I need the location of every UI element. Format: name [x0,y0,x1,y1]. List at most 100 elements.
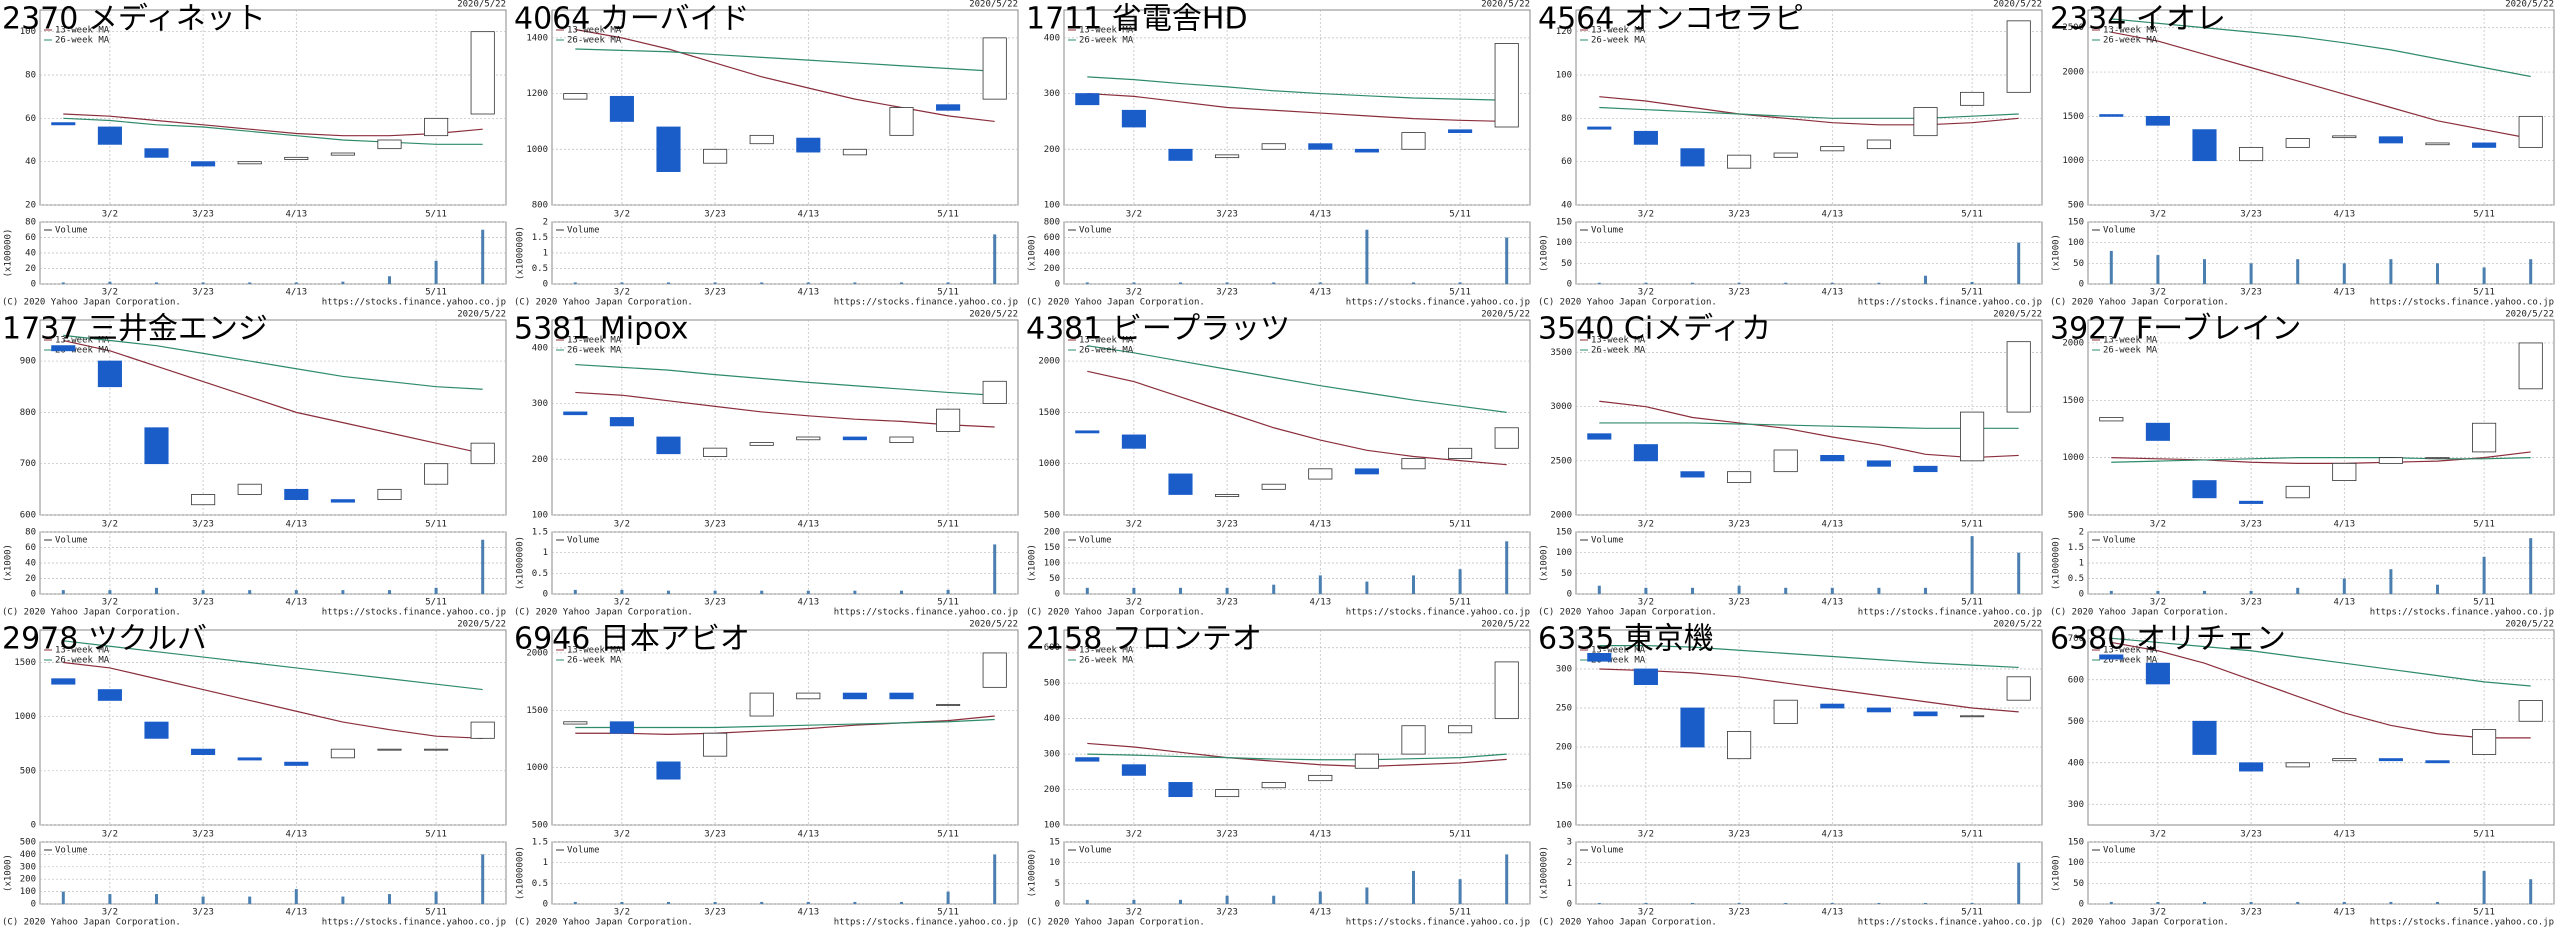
candle [284,488,309,501]
moving-average-line [1087,92,1507,123]
volume-bar [2529,879,2533,904]
volume-bar [1365,581,1369,594]
volume-bar [2482,556,2486,594]
volume-bar [1179,587,1182,594]
x-tick-label: 3/23 [1728,288,1750,298]
volume-bar [1644,587,1648,594]
moving-average-line [1599,645,2019,669]
volume-bar [667,901,670,904]
moving-average-line [575,718,995,729]
volume-bar [1505,854,1509,904]
volume-tick-label: 400 [1044,249,1060,259]
candle [191,748,216,755]
candle [2332,135,2357,139]
candle [1820,703,1845,709]
volume-bar [481,539,485,594]
volume-bar [434,891,438,904]
x-tick-label: 3/2 [1638,520,1654,530]
volume-bar [1318,575,1322,594]
volume-bar [2436,263,2439,284]
chart-title: 6335 東京機 [1538,622,1714,657]
moving-average-line [1087,753,1507,761]
chart-title: 3927 Fーブレイン [2050,312,2301,347]
volume-unit: (x1000) [2052,234,2062,272]
x-tick-label: 3/2 [2150,598,2166,608]
x-tick-label: 3/23 [704,908,726,918]
volume-bar [1970,902,1974,904]
y-tick-label: 40 [1561,201,1572,211]
x-tick-label: 3/2 [614,830,630,840]
candle [2192,720,2217,755]
volume-tick-label: 0 [1567,280,1572,290]
x-tick-label: 5/11 [425,210,447,220]
candle [1960,715,1985,718]
chart-title: 4064 カーバイド [514,2,750,37]
x-tick-label: 4/13 [1309,288,1331,298]
volume-bar [1132,587,1136,594]
volume-tick-label: 50 [1561,569,1572,579]
volume-tick-label: 150 [2068,838,2084,848]
candle [2099,114,2124,117]
volume-tick-label: 3 [1567,838,1572,848]
candle [2239,500,2264,504]
volume-bar [1877,587,1881,594]
volume-bar [1179,899,1182,904]
volume-bar [667,590,670,594]
legend-label: 13-week MA [1079,336,1134,346]
volume-bar [2296,259,2300,284]
source-url: https://stocks.finance.yahoo.co.jp [834,608,1018,618]
candle [2145,422,2170,441]
chart-title: 1737 三井金エンジ [2,312,268,347]
candle [982,37,1007,100]
volume-tick-label: 60 [25,233,36,243]
candle [1913,465,1938,473]
candle [191,494,216,506]
volume-bar [201,896,205,904]
y-tick-label: 40 [25,157,36,167]
volume-tick-label: 80 [25,218,36,228]
volume-bar [1412,282,1415,284]
x-tick-label: 5/11 [1449,830,1471,840]
volume-bar [1458,282,1462,284]
x-tick-label: 3/23 [192,830,214,840]
copyright: (C) 2020 Yahoo Japan Corporation. [1026,298,1205,308]
volume-bar [993,234,997,284]
volume-bar [481,854,485,904]
candle [1494,427,1519,449]
y-tick-label: 2500 [2062,23,2084,33]
x-tick-label: 4/13 [1821,908,1843,918]
candle [796,692,821,700]
x-tick-label: 3/2 [1126,908,1142,918]
x-tick-label: 5/11 [2473,908,2495,918]
x-tick-label: 3/23 [1728,908,1750,918]
candle [377,139,402,150]
candle [470,31,495,115]
moving-average-line [63,117,483,145]
y-tick-label: 100 [532,511,548,521]
volume-bar [1784,282,1788,284]
volume-bar [1784,902,1788,904]
volume-bar [2249,263,2253,284]
volume-bar [1225,895,1229,904]
x-tick-label: 3/2 [614,210,630,220]
volume-bar [900,590,903,594]
volume-bar [2109,901,2113,904]
volume-bar [61,590,65,594]
candle [609,721,634,734]
candle [1448,129,1473,133]
copyright: (C) 2020 Yahoo Japan Corporation. [2,608,181,618]
legend-label: 26-week MA [55,36,110,46]
chart-title: 5381 Mipox [514,312,688,347]
candle [1494,661,1519,720]
volume-bar [294,889,298,904]
legend-label: 26-week MA [2103,36,2158,46]
volume-tick-label: 80 [25,528,36,538]
volume-tick-label: 50 [2073,259,2084,269]
x-tick-label: 3/23 [704,830,726,840]
volume-tick-label: 100 [1556,238,1572,248]
y-tick-label: 150 [1556,782,1572,792]
candle [749,442,774,446]
x-tick-label: 4/13 [1309,520,1331,530]
volume-label: Volume [55,536,88,546]
candle [1215,789,1240,798]
